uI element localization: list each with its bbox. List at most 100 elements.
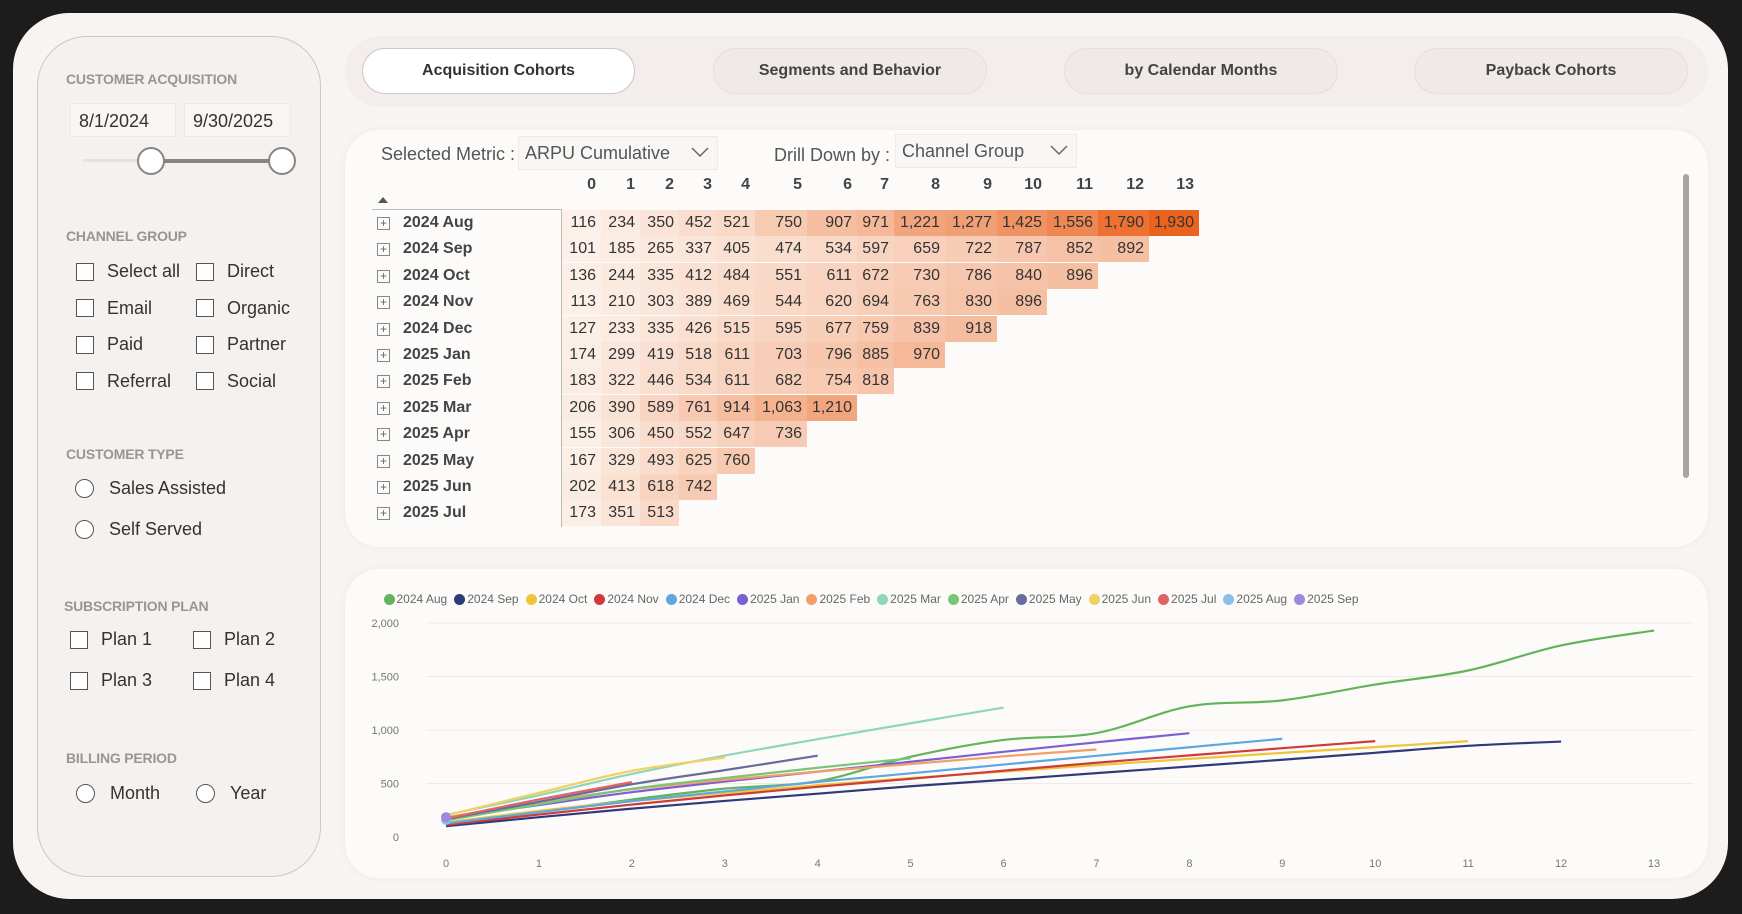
option-label: Email	[107, 297, 153, 318]
option-paid[interactable]: Paid	[76, 334, 143, 355]
expand-row-icon[interactable]: +	[377, 401, 390, 415]
expand-row-icon[interactable]: +	[377, 428, 390, 442]
expand-row-icon[interactable]: +	[377, 375, 390, 389]
expand-row-icon[interactable]: +	[377, 217, 390, 230]
legend-item[interactable]: 2025 Mar	[877, 592, 941, 606]
option-plan-2[interactable]: Plan 2	[193, 629, 275, 650]
column-header[interactable]: 1	[626, 176, 635, 193]
table-cell: 970	[894, 342, 945, 368]
checkbox[interactable]	[193, 671, 211, 690]
expand-row-icon[interactable]: +	[377, 507, 390, 521]
column-header[interactable]: 9	[983, 176, 992, 193]
table-cell: 611	[717, 342, 755, 368]
table-cell: 750	[755, 210, 807, 236]
sort-ascending-icon[interactable]	[378, 197, 388, 203]
option-month[interactable]: Month	[76, 783, 160, 804]
checkbox[interactable]	[76, 299, 94, 317]
column-header[interactable]: 2	[665, 176, 674, 193]
radio-button[interactable]	[76, 784, 95, 803]
checkbox[interactable]	[70, 671, 88, 690]
radio-button[interactable]	[75, 520, 94, 539]
checkbox[interactable]	[76, 335, 94, 354]
tab-acquisition-cohorts[interactable]: Acquisition Cohorts	[362, 48, 635, 94]
tab-by-calendar-months[interactable]: by Calendar Months	[1064, 48, 1338, 94]
date-slider-start-handle[interactable]	[137, 147, 165, 175]
radio-button[interactable]	[196, 784, 215, 803]
checkbox[interactable]	[70, 630, 88, 649]
option-direct[interactable]: Direct	[196, 261, 274, 282]
checkbox[interactable]	[196, 262, 214, 281]
column-header[interactable]: 4	[741, 176, 750, 193]
legend-item[interactable]: 2024 Sep	[454, 592, 519, 606]
legend-item[interactable]: 2025 Feb	[806, 592, 870, 606]
legend-item[interactable]: 2024 Dec	[665, 592, 730, 606]
column-header[interactable]: 5	[793, 176, 802, 193]
end-date-input[interactable]: 9/30/2025	[184, 103, 291, 137]
x-tick-label: 2	[629, 858, 635, 870]
expand-row-icon[interactable]: +	[377, 454, 390, 468]
legend-item[interactable]: 2024 Aug	[383, 592, 447, 606]
checkbox[interactable]	[76, 372, 94, 390]
option-organic[interactable]: Organic	[196, 298, 290, 319]
option-plan-4[interactable]: Plan 4	[193, 670, 275, 691]
option-year[interactable]: Year	[196, 783, 266, 804]
checkbox[interactable]	[76, 262, 94, 281]
legend-item[interactable]: 2024 Oct	[525, 592, 587, 606]
x-tick-label: 6	[1000, 858, 1006, 870]
legend-item[interactable]: 2025 May	[1015, 592, 1082, 606]
option-self-served[interactable]: Self Served	[75, 519, 202, 540]
option-label: Plan 3	[101, 670, 153, 690]
option-plan-1[interactable]: Plan 1	[70, 629, 152, 650]
table-cell: 589	[640, 394, 679, 421]
legend-swatch	[454, 593, 466, 605]
column-header[interactable]: 6	[843, 176, 852, 193]
column-header[interactable]: 12	[1126, 176, 1144, 193]
table-scrollbar[interactable]	[1683, 174, 1689, 478]
option-social[interactable]: Social	[196, 371, 276, 392]
expand-row-icon[interactable]: +	[377, 481, 390, 494]
drill-down-dropdown[interactable]: Channel Group	[895, 134, 1077, 168]
option-referral[interactable]: Referral	[76, 371, 171, 392]
expand-row-icon[interactable]: +	[377, 322, 390, 336]
tab-segments-and-behavior[interactable]: Segments and Behavior	[713, 48, 987, 94]
column-header[interactable]: 3	[703, 176, 712, 193]
option-email[interactable]: Email	[76, 298, 152, 319]
legend-item[interactable]: 2025 Apr	[947, 592, 1009, 606]
legend-item[interactable]: 2024 Nov	[594, 592, 659, 606]
table-cell: 419	[640, 342, 679, 368]
start-date-input[interactable]: 8/1/2024	[70, 103, 176, 137]
table-cell: 892	[1098, 236, 1149, 263]
legend-item[interactable]: 2025 Jun	[1088, 592, 1151, 606]
table-cell: 885	[857, 342, 894, 368]
radio-button[interactable]	[75, 479, 94, 498]
option-partner[interactable]: Partner	[196, 334, 286, 355]
customer-acquisition-title: CUSTOMER ACQUISITION	[66, 71, 238, 87]
checkbox[interactable]	[196, 335, 214, 354]
metric-dropdown[interactable]: ARPU Cumulative	[518, 136, 718, 170]
legend-item[interactable]: 2025 Jul	[1158, 592, 1216, 606]
legend-item[interactable]: 2025 Sep	[1294, 592, 1359, 606]
column-header[interactable]: 7	[880, 176, 889, 193]
tab-payback-cohorts[interactable]: Payback Cohorts	[1414, 48, 1688, 94]
x-tick-label: 3	[722, 858, 728, 870]
column-header[interactable]: 8	[931, 176, 940, 193]
date-slider-end-handle[interactable]	[268, 147, 296, 175]
column-header[interactable]: 0	[587, 176, 596, 193]
expand-row-icon[interactable]: +	[377, 243, 390, 257]
expand-row-icon[interactable]: +	[377, 296, 390, 310]
checkbox[interactable]	[193, 630, 211, 649]
option-select-all[interactable]: Select all	[76, 261, 180, 282]
legend-item[interactable]: 2025 Aug	[1223, 592, 1287, 606]
option-sales-assisted[interactable]: Sales Assisted	[75, 478, 226, 499]
checkbox[interactable]	[196, 299, 214, 317]
option-plan-3[interactable]: Plan 3	[70, 670, 152, 691]
column-header[interactable]: 11	[1076, 176, 1093, 193]
column-header[interactable]: 10	[1024, 176, 1042, 193]
table-cell: 787	[997, 236, 1047, 263]
checkbox[interactable]	[196, 372, 214, 390]
expand-row-icon[interactable]: +	[377, 349, 390, 362]
column-header[interactable]: 13	[1176, 176, 1194, 193]
row-label: 2025 Jul	[403, 504, 467, 522]
legend-item[interactable]: 2025 Jan	[737, 592, 799, 606]
expand-row-icon[interactable]: +	[377, 269, 390, 283]
